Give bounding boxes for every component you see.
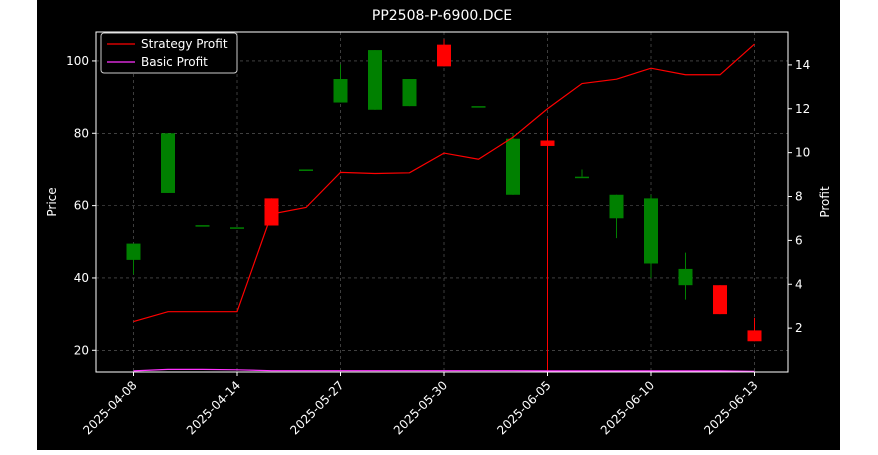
legend-label-basic: Basic Profit [141, 55, 208, 69]
chart-title: PP2508-P-6900.DCE [372, 8, 512, 24]
y-tick-label-left: 100 [66, 54, 89, 68]
profit-lines [133, 43, 755, 372]
y-tick-label-left: 60 [74, 199, 89, 213]
x-tick-label: 2025-06-13 [701, 378, 760, 437]
candle-body [609, 194, 624, 219]
legend-box [100, 32, 238, 74]
legend-label-strategy: Strategy Profit [141, 37, 228, 51]
y-tick-label-left: 20 [74, 343, 89, 357]
candle-body [713, 285, 727, 315]
grid-lines [96, 32, 788, 372]
candle-body [575, 176, 589, 179]
plot-frame [95, 31, 789, 373]
y-tick-label-left: 40 [74, 271, 89, 285]
x-tick-label: 2025-06-05 [494, 378, 553, 437]
candle-body [678, 268, 693, 286]
x-axis: 2025-04-08 2025-04-14 2025-05-27 2025-05-30… [80, 372, 761, 437]
x-tick-label: 2025-04-08 [80, 378, 139, 437]
y-tick-label-right: 10 [795, 146, 810, 160]
candle-body [644, 198, 658, 264]
candle-body [126, 243, 141, 260]
x-tick-label: 2025-05-27 [287, 378, 346, 437]
candle-body [299, 169, 313, 171]
chart-figure: PP2508-P-6900.DCE 20 40 60 80 100 2 4 6 8 10 12 14… [37, 0, 840, 450]
y-tick-label-right: 2 [795, 321, 803, 335]
y-tick-label-right: 12 [795, 102, 810, 116]
candle-body [368, 50, 382, 110]
candle-body [437, 44, 451, 67]
y-tick-label-right: 14 [795, 58, 810, 72]
strategy-profit-line [133, 43, 755, 323]
candle-body [333, 79, 348, 103]
x-tick-label: 2025-05-30 [391, 378, 450, 437]
y-tick-label-right: 4 [795, 277, 803, 291]
basic-profit-line [133, 368, 755, 372]
candlesticks [126, 39, 762, 372]
candle-body [506, 138, 520, 195]
candle-body [264, 198, 279, 226]
y-axis-right-label: Profit [818, 186, 832, 218]
y-axis-right: 2 4 6 8 10 12 14 [788, 58, 810, 335]
y-axis-left-label: Price [45, 187, 59, 216]
candle-body [747, 330, 762, 342]
candle-body [471, 106, 486, 108]
candle-body [230, 227, 244, 229]
candle-body [161, 133, 175, 193]
chart-svg: PP2508-P-6900.DCE 20 40 60 80 100 2 4 6 8 10 12 14… [45, 8, 832, 437]
candle-body [195, 225, 210, 227]
y-tick-label-right: 6 [795, 233, 803, 247]
candle-body [402, 79, 417, 107]
candle-body [540, 140, 555, 146]
x-tick-label: 2025-04-14 [184, 378, 243, 437]
legend: Strategy Profit Basic Profit [100, 32, 238, 74]
y-axis-left: 20 40 60 80 100 [66, 54, 96, 357]
y-tick-label-right: 8 [795, 190, 803, 204]
y-tick-label-left: 80 [74, 126, 89, 140]
x-tick-label: 2025-06-10 [598, 378, 657, 437]
